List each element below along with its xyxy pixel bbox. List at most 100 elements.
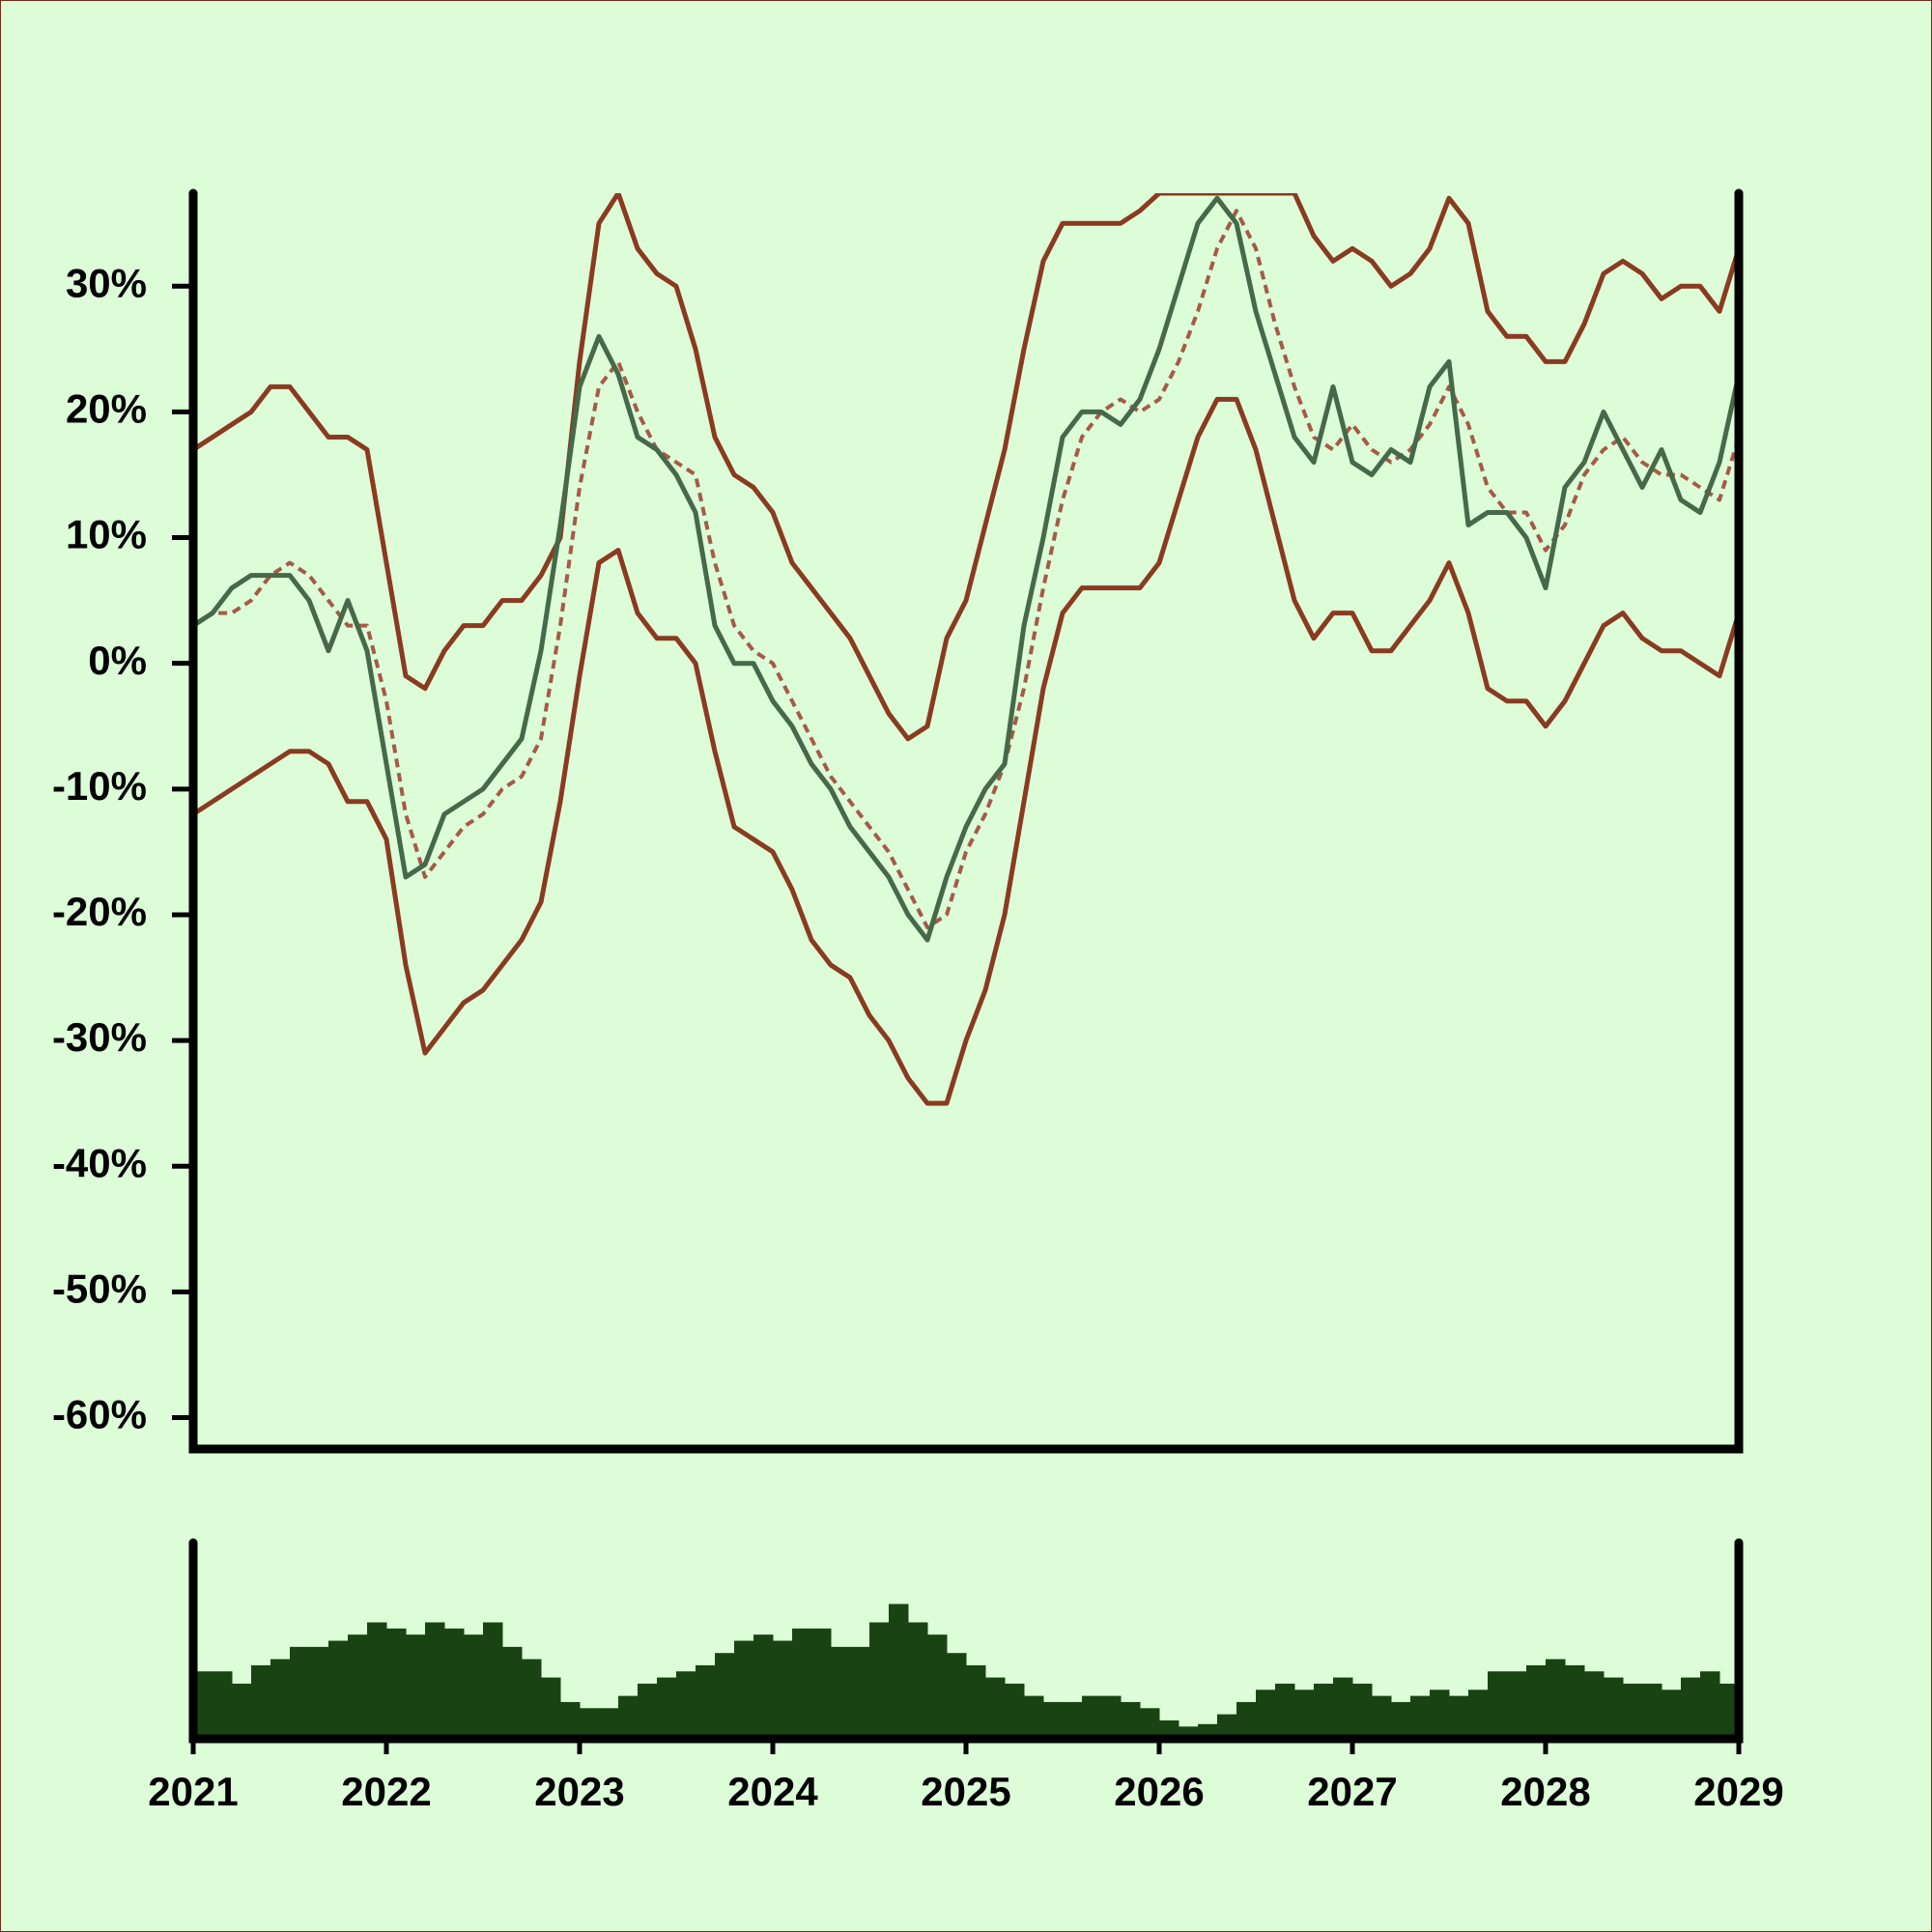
series-line	[193, 193, 1739, 742]
series-line	[193, 209, 1739, 929]
volume-bar	[270, 1659, 291, 1739]
y-tick-label: -60%	[52, 1392, 147, 1437]
volume-bar	[1430, 1690, 1450, 1739]
volume-bar	[1700, 1671, 1720, 1739]
volume-bar	[985, 1677, 1006, 1739]
volume-bar	[1449, 1695, 1469, 1739]
volume-bar	[386, 1628, 407, 1739]
volume-bar	[734, 1640, 754, 1739]
volume-bar	[1488, 1671, 1508, 1739]
volume-bar	[1294, 1690, 1315, 1739]
volume-bar	[1236, 1701, 1257, 1739]
volume-bar	[1005, 1683, 1025, 1739]
volume-bar	[541, 1677, 561, 1739]
volume-bar	[328, 1640, 349, 1739]
volume-bar	[715, 1653, 735, 1739]
volume-panel: 2021 2022 2023 2024 2025 2026 2027 2028 2029	[148, 1538, 1784, 1814]
x-tick-label: 2027	[1307, 1769, 1397, 1814]
volume-bar	[850, 1646, 870, 1739]
volume-bar	[232, 1683, 252, 1739]
volume-bar	[1584, 1671, 1605, 1739]
volume-bar	[1391, 1701, 1411, 1739]
volume-bar	[309, 1646, 329, 1739]
volume-bar	[966, 1664, 986, 1739]
volume-bar	[1719, 1683, 1740, 1739]
x-tick-label: 2029	[1693, 1769, 1783, 1814]
volume-bar	[1410, 1695, 1431, 1739]
volume-bar	[406, 1634, 426, 1739]
axis-frame	[188, 1538, 1744, 1744]
x-tick-label: 2025	[921, 1769, 1010, 1814]
x-tick-label: 2022	[341, 1769, 431, 1814]
volume-bar	[831, 1646, 851, 1739]
series-line	[193, 195, 1739, 943]
volume-bar	[193, 1671, 213, 1739]
volume-bar	[753, 1634, 774, 1739]
y-tick-label: 20%	[66, 386, 147, 432]
volume-bar	[947, 1653, 967, 1739]
volume-bar	[502, 1646, 523, 1739]
volume-bar	[811, 1628, 832, 1739]
volume-bar	[1662, 1690, 1682, 1739]
volume-bar	[1043, 1701, 1064, 1739]
volume-bar	[889, 1604, 909, 1739]
volume-bar	[1314, 1683, 1334, 1739]
volume-bar	[1604, 1677, 1624, 1739]
x-tick-label: 2026	[1114, 1769, 1204, 1814]
x-tick-label: 2021	[148, 1769, 238, 1814]
volume-bar	[927, 1634, 948, 1739]
y-tick-label: -10%	[52, 763, 147, 809]
volume-bar	[213, 1671, 233, 1739]
volume-bar	[1333, 1677, 1353, 1739]
x-tick-label: 2028	[1500, 1769, 1590, 1814]
volume-bar	[638, 1683, 658, 1739]
volume-bar	[367, 1622, 387, 1739]
axis-frame	[188, 188, 1744, 1454]
y-tick-label: 30%	[66, 260, 147, 305]
volume-bar	[1256, 1690, 1276, 1739]
volume-bar	[1024, 1695, 1044, 1739]
volume-bar	[1642, 1683, 1662, 1739]
volume-bar	[1526, 1664, 1547, 1739]
volume-bar	[618, 1695, 639, 1739]
volume-bar	[1546, 1659, 1566, 1739]
volume-bar	[1101, 1695, 1122, 1739]
x-tick-label: 2024	[727, 1769, 818, 1814]
volume-bar	[1681, 1677, 1701, 1739]
volume-bar	[1275, 1683, 1295, 1739]
volume-bar	[464, 1634, 484, 1739]
volume-bar	[657, 1677, 677, 1739]
y-tick-label: -50%	[52, 1265, 147, 1311]
volume-bar	[522, 1659, 542, 1739]
volume-bar	[1159, 1719, 1179, 1739]
volume-bar	[1352, 1683, 1373, 1739]
y-tick-label: -30%	[52, 1014, 147, 1060]
series-line	[193, 396, 1739, 1106]
volume-bar	[773, 1640, 793, 1739]
volume-bar	[251, 1664, 271, 1739]
volume-bar	[869, 1622, 890, 1739]
y-tick-label: 10%	[66, 512, 147, 557]
volume-bar	[1140, 1708, 1160, 1739]
volume-bar	[696, 1664, 716, 1739]
volume-bar	[444, 1628, 465, 1739]
volume-bar	[425, 1622, 445, 1739]
volume-bar	[676, 1671, 696, 1739]
volume-bar	[792, 1628, 812, 1739]
y-tick-label: -40%	[52, 1140, 147, 1185]
volume-bar	[908, 1622, 928, 1739]
volume-bar	[1468, 1690, 1489, 1739]
volume-bar	[290, 1646, 310, 1739]
volume-bar	[1082, 1695, 1102, 1739]
volume-bar	[599, 1708, 619, 1739]
price-panel: -60% -50% -40% -30% -20% -10% 0% 10% 20% 30%	[52, 188, 1744, 1454]
volume-bar	[560, 1701, 581, 1739]
volume-bar	[483, 1622, 503, 1739]
volume-bar	[1623, 1683, 1643, 1739]
y-tick-label: -20%	[52, 889, 147, 934]
volume-bar	[1063, 1701, 1083, 1739]
y-tick-label: 0%	[88, 638, 147, 683]
